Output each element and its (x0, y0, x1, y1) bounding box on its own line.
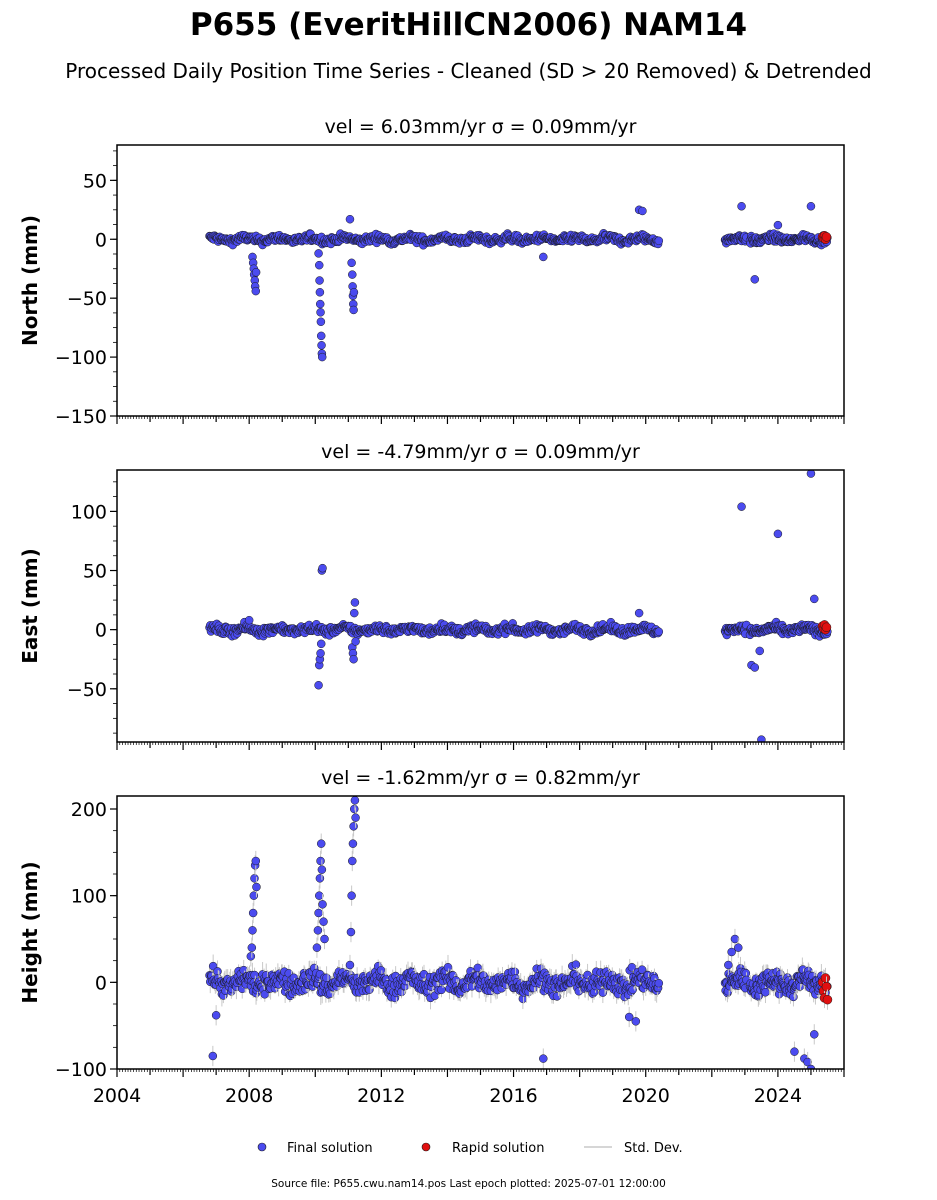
panels: vel = 6.03mm/yr σ = 0.09mm/yr North (mm) 5… (18, 116, 845, 1107)
east-final-point (750, 663, 760, 672)
east-final-point (316, 649, 325, 658)
north-final-point (345, 214, 355, 224)
north-final-point (314, 249, 323, 258)
east-panel: vel = -4.79mm/yr σ = 0.09mm/yr East (mm) 1… (18, 441, 845, 750)
north-final-point (638, 206, 647, 216)
east-final-point (810, 594, 819, 604)
east-ytick-label: 50 (83, 561, 107, 583)
north-ylabel: North (mm) (18, 215, 42, 346)
east-plot-area (205, 470, 832, 742)
north-final-point (737, 202, 746, 211)
north-final-point (316, 317, 326, 326)
height-panel: vel = -1.62mm/yr σ = 0.82mm/yr Height (mm… (18, 767, 845, 1107)
east-ytick-label: 0 (95, 620, 107, 642)
north-final-point (654, 236, 664, 246)
east-final-point (314, 680, 323, 690)
north-final-point (315, 276, 324, 285)
east-final-point (350, 598, 360, 607)
east-panel-title: vel = -4.79mm/yr σ = 0.09mm/yr (321, 441, 640, 463)
north-panel: vel = 6.03mm/yr σ = 0.09mm/yr North (mm) 5… (18, 116, 845, 428)
east-final-point (351, 637, 360, 646)
north-final-point (315, 288, 325, 297)
east-final-point (634, 608, 644, 618)
north-rapid-point (821, 232, 832, 242)
east-final-point (654, 627, 664, 636)
north-ytick-label: −150 (55, 406, 107, 428)
east-ytick-label: −50 (67, 679, 107, 701)
east-axes-frame (116, 469, 845, 743)
north-final-point (347, 258, 356, 268)
north-final-point (349, 288, 359, 297)
north-final-point (316, 308, 325, 317)
east-final-point (755, 646, 764, 656)
north-final-point (316, 331, 326, 341)
east-final-point (773, 529, 783, 539)
north-final-point (314, 260, 324, 270)
north-final-point (251, 268, 261, 277)
east-final-point (318, 563, 327, 573)
east-final-point (316, 639, 326, 649)
north-panel-title: vel = 6.03mm/yr σ = 0.09mm/yr (325, 116, 637, 138)
north-ytick-label: −50 (67, 288, 107, 310)
height-ylabel: Height (mm) (18, 861, 42, 1003)
east-ylabel: East (mm) (18, 548, 42, 664)
east-final-point (757, 735, 766, 742)
north-final-point (773, 220, 783, 230)
north-final-point (539, 252, 548, 262)
east-ytick-label: 100 (71, 501, 107, 523)
north-final-point (315, 299, 325, 309)
height-final-point (376, 966, 386, 975)
north-ytick-label: −100 (55, 347, 107, 369)
height-plot-area (205, 796, 833, 1069)
east-final-point (737, 502, 746, 511)
east-final-point (349, 654, 358, 664)
north-ytick-label: 0 (95, 229, 107, 251)
north-ytick-label: 50 (83, 170, 107, 192)
north-final-point (349, 305, 358, 315)
height-panel-title: vel = -1.62mm/yr σ = 0.82mm/yr (321, 767, 640, 789)
east-final-point (806, 470, 816, 478)
figure-title: P655 (EveritHillCN2006) NAM14 (190, 7, 747, 43)
north-final-point (750, 275, 760, 284)
east-rapid-point (821, 622, 832, 633)
north-axes-frame (116, 144, 845, 417)
north-final-point (251, 286, 261, 296)
north-final-point (806, 202, 816, 211)
figure-subtitle: Processed Daily Position Time Series - C… (65, 59, 871, 83)
north-final-point (317, 341, 326, 350)
east-final-point (350, 608, 359, 618)
north-final-point (317, 352, 327, 362)
east-final-point (244, 615, 254, 625)
north-final-point (348, 270, 357, 279)
north-plot-area (205, 202, 832, 362)
